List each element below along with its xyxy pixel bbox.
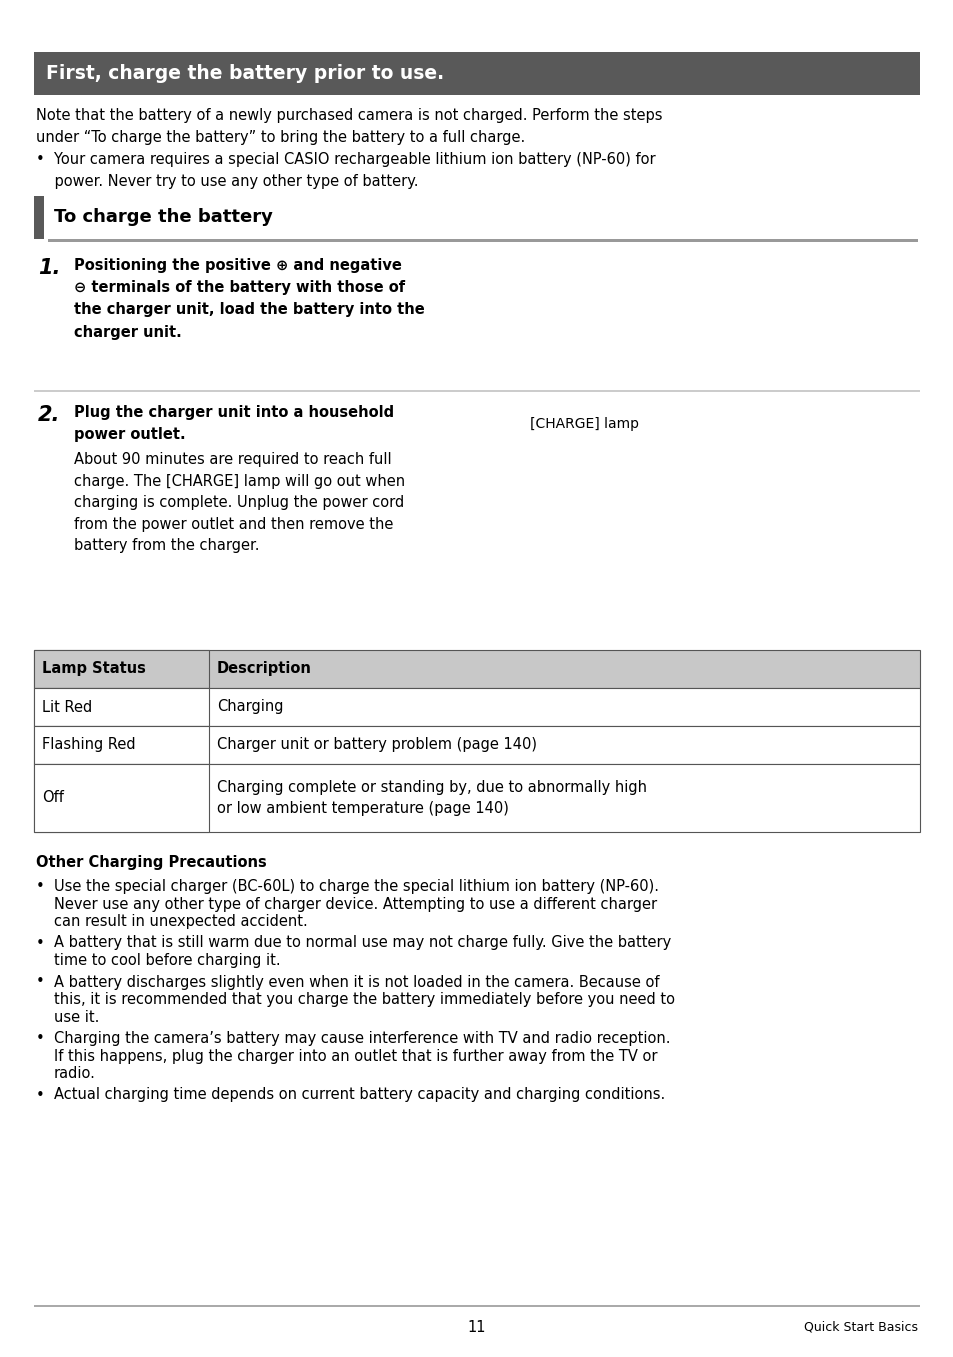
- Text: 11: 11: [467, 1320, 486, 1335]
- Text: Lamp Status: Lamp Status: [42, 661, 146, 677]
- Text: Use the special charger (BC-60L) to charge the special lithium ion battery (NP-6: Use the special charger (BC-60L) to char…: [54, 879, 659, 894]
- Text: [CHARGE] lamp: [CHARGE] lamp: [530, 417, 639, 432]
- Text: radio.: radio.: [54, 1067, 95, 1082]
- Bar: [34, 688, 209, 726]
- Text: •: •: [36, 879, 45, 894]
- Text: 1.: 1.: [38, 258, 60, 278]
- Bar: [34, 650, 919, 688]
- Text: •: •: [36, 1031, 45, 1046]
- Text: •  Your camera requires a special CASIO rechargeable lithium ion battery (NP-60): • Your camera requires a special CASIO r…: [36, 152, 655, 189]
- Text: •: •: [36, 935, 45, 950]
- Text: Never use any other type of charger device. Attempting to use a different charge: Never use any other type of charger devi…: [54, 897, 657, 912]
- Text: About 90 minutes are required to reach full
charge. The [CHARGE] lamp will go ou: About 90 minutes are required to reach f…: [74, 452, 405, 554]
- Text: Actual charging time depends on current battery capacity and charging conditions: Actual charging time depends on current …: [54, 1087, 664, 1102]
- Text: Other Charging Precautions: Other Charging Precautions: [36, 855, 267, 870]
- Bar: [48, 239, 917, 242]
- Bar: [34, 726, 919, 764]
- Text: To charge the battery: To charge the battery: [54, 209, 273, 227]
- Text: Positioning the positive ⊕ and negative
⊖ terminals of the battery with those of: Positioning the positive ⊕ and negative …: [74, 258, 424, 339]
- Text: Plug the charger unit into a household
power outlet.: Plug the charger unit into a household p…: [74, 404, 394, 442]
- Text: Charger unit or battery problem (page 140): Charger unit or battery problem (page 14…: [216, 737, 537, 753]
- Bar: [34, 688, 919, 726]
- Text: Note that the battery of a newly purchased camera is not charged. Perform the st: Note that the battery of a newly purchas…: [36, 109, 661, 145]
- Bar: [34, 195, 44, 239]
- Bar: [34, 764, 919, 832]
- Text: A battery that is still warm due to normal use may not charge fully. Give the ba: A battery that is still warm due to norm…: [54, 935, 671, 950]
- Bar: [34, 1305, 919, 1307]
- Bar: [34, 389, 919, 392]
- Text: Off: Off: [42, 791, 64, 806]
- Text: •: •: [36, 974, 45, 989]
- Text: use it.: use it.: [54, 1010, 99, 1025]
- Text: If this happens, plug the charger into an outlet that is further away from the T: If this happens, plug the charger into a…: [54, 1049, 657, 1064]
- Text: •: •: [36, 1087, 45, 1102]
- Bar: [34, 726, 209, 764]
- Bar: [34, 650, 209, 688]
- Text: can result in unexpected accident.: can result in unexpected accident.: [54, 915, 308, 930]
- Bar: [34, 764, 209, 832]
- Text: Quick Start Basics: Quick Start Basics: [803, 1320, 917, 1333]
- Bar: [34, 52, 919, 95]
- Text: Description: Description: [216, 661, 312, 677]
- Text: Charging: Charging: [216, 699, 283, 715]
- Text: 2.: 2.: [38, 404, 60, 425]
- Text: Lit Red: Lit Red: [42, 699, 92, 715]
- Text: Charging the camera’s battery may cause interference with TV and radio reception: Charging the camera’s battery may cause …: [54, 1031, 670, 1046]
- Text: A battery discharges slightly even when it is not loaded in the camera. Because : A battery discharges slightly even when …: [54, 974, 659, 989]
- Text: time to cool before charging it.: time to cool before charging it.: [54, 953, 280, 968]
- Text: Flashing Red: Flashing Red: [42, 737, 135, 753]
- Text: this, it is recommended that you charge the battery immediately before you need : this, it is recommended that you charge …: [54, 992, 675, 1007]
- Text: First, charge the battery prior to use.: First, charge the battery prior to use.: [46, 64, 444, 83]
- Text: Charging complete or standing by, due to abnormally high
or low ambient temperat: Charging complete or standing by, due to…: [216, 780, 646, 816]
